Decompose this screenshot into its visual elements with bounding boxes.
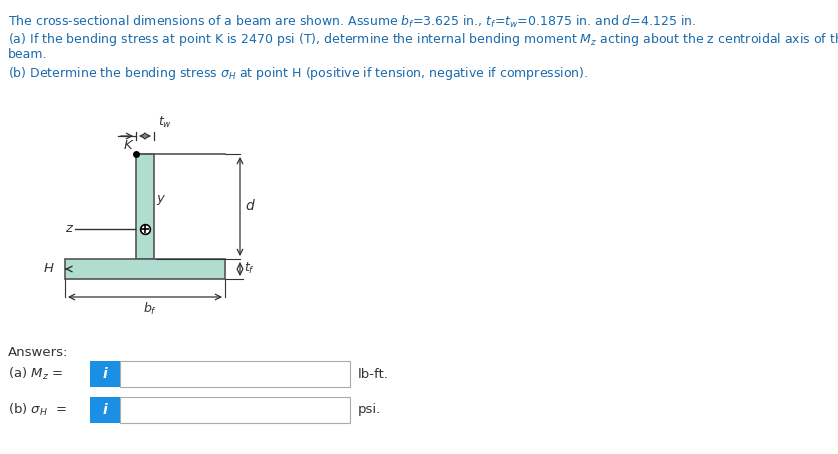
Bar	[90, 397, 120, 423]
Text: z: z	[65, 222, 72, 236]
Text: (b) $\sigma_H$  =: (b) $\sigma_H$ =	[8, 402, 67, 418]
Text: i: i	[102, 367, 107, 381]
Text: $b_f$: $b_f$	[143, 301, 157, 317]
Text: $t_w$: $t_w$	[158, 115, 172, 130]
Text: (a) $M_z$ =: (a) $M_z$ =	[8, 366, 63, 382]
Text: y: y	[156, 192, 164, 205]
Bar	[120, 361, 350, 387]
Text: beam.: beam.	[8, 48, 48, 61]
Text: $t_f$: $t_f$	[244, 261, 255, 276]
Text: H: H	[44, 262, 54, 276]
Bar	[120, 397, 350, 423]
Text: The cross-sectional dimensions of a beam are shown. Assume $b_f$=3.625 in., $t_f: The cross-sectional dimensions of a beam…	[8, 14, 696, 30]
Text: psi.: psi.	[358, 404, 381, 416]
Text: (a) If the bending stress at point K is 2470 psi (T), determine the internal ben: (a) If the bending stress at point K is …	[8, 31, 838, 48]
Text: lb-ft.: lb-ft.	[358, 367, 389, 380]
Text: Answers:: Answers:	[8, 346, 69, 359]
Text: i: i	[102, 403, 107, 417]
Bar	[90, 361, 120, 387]
Text: d: d	[245, 199, 254, 213]
Bar	[136, 154, 154, 259]
Bar	[65, 259, 225, 279]
Text: K: K	[123, 139, 132, 152]
Text: (b) Determine the bending stress $\sigma_H$ at point H (positive if tension, neg: (b) Determine the bending stress $\sigma…	[8, 65, 588, 82]
